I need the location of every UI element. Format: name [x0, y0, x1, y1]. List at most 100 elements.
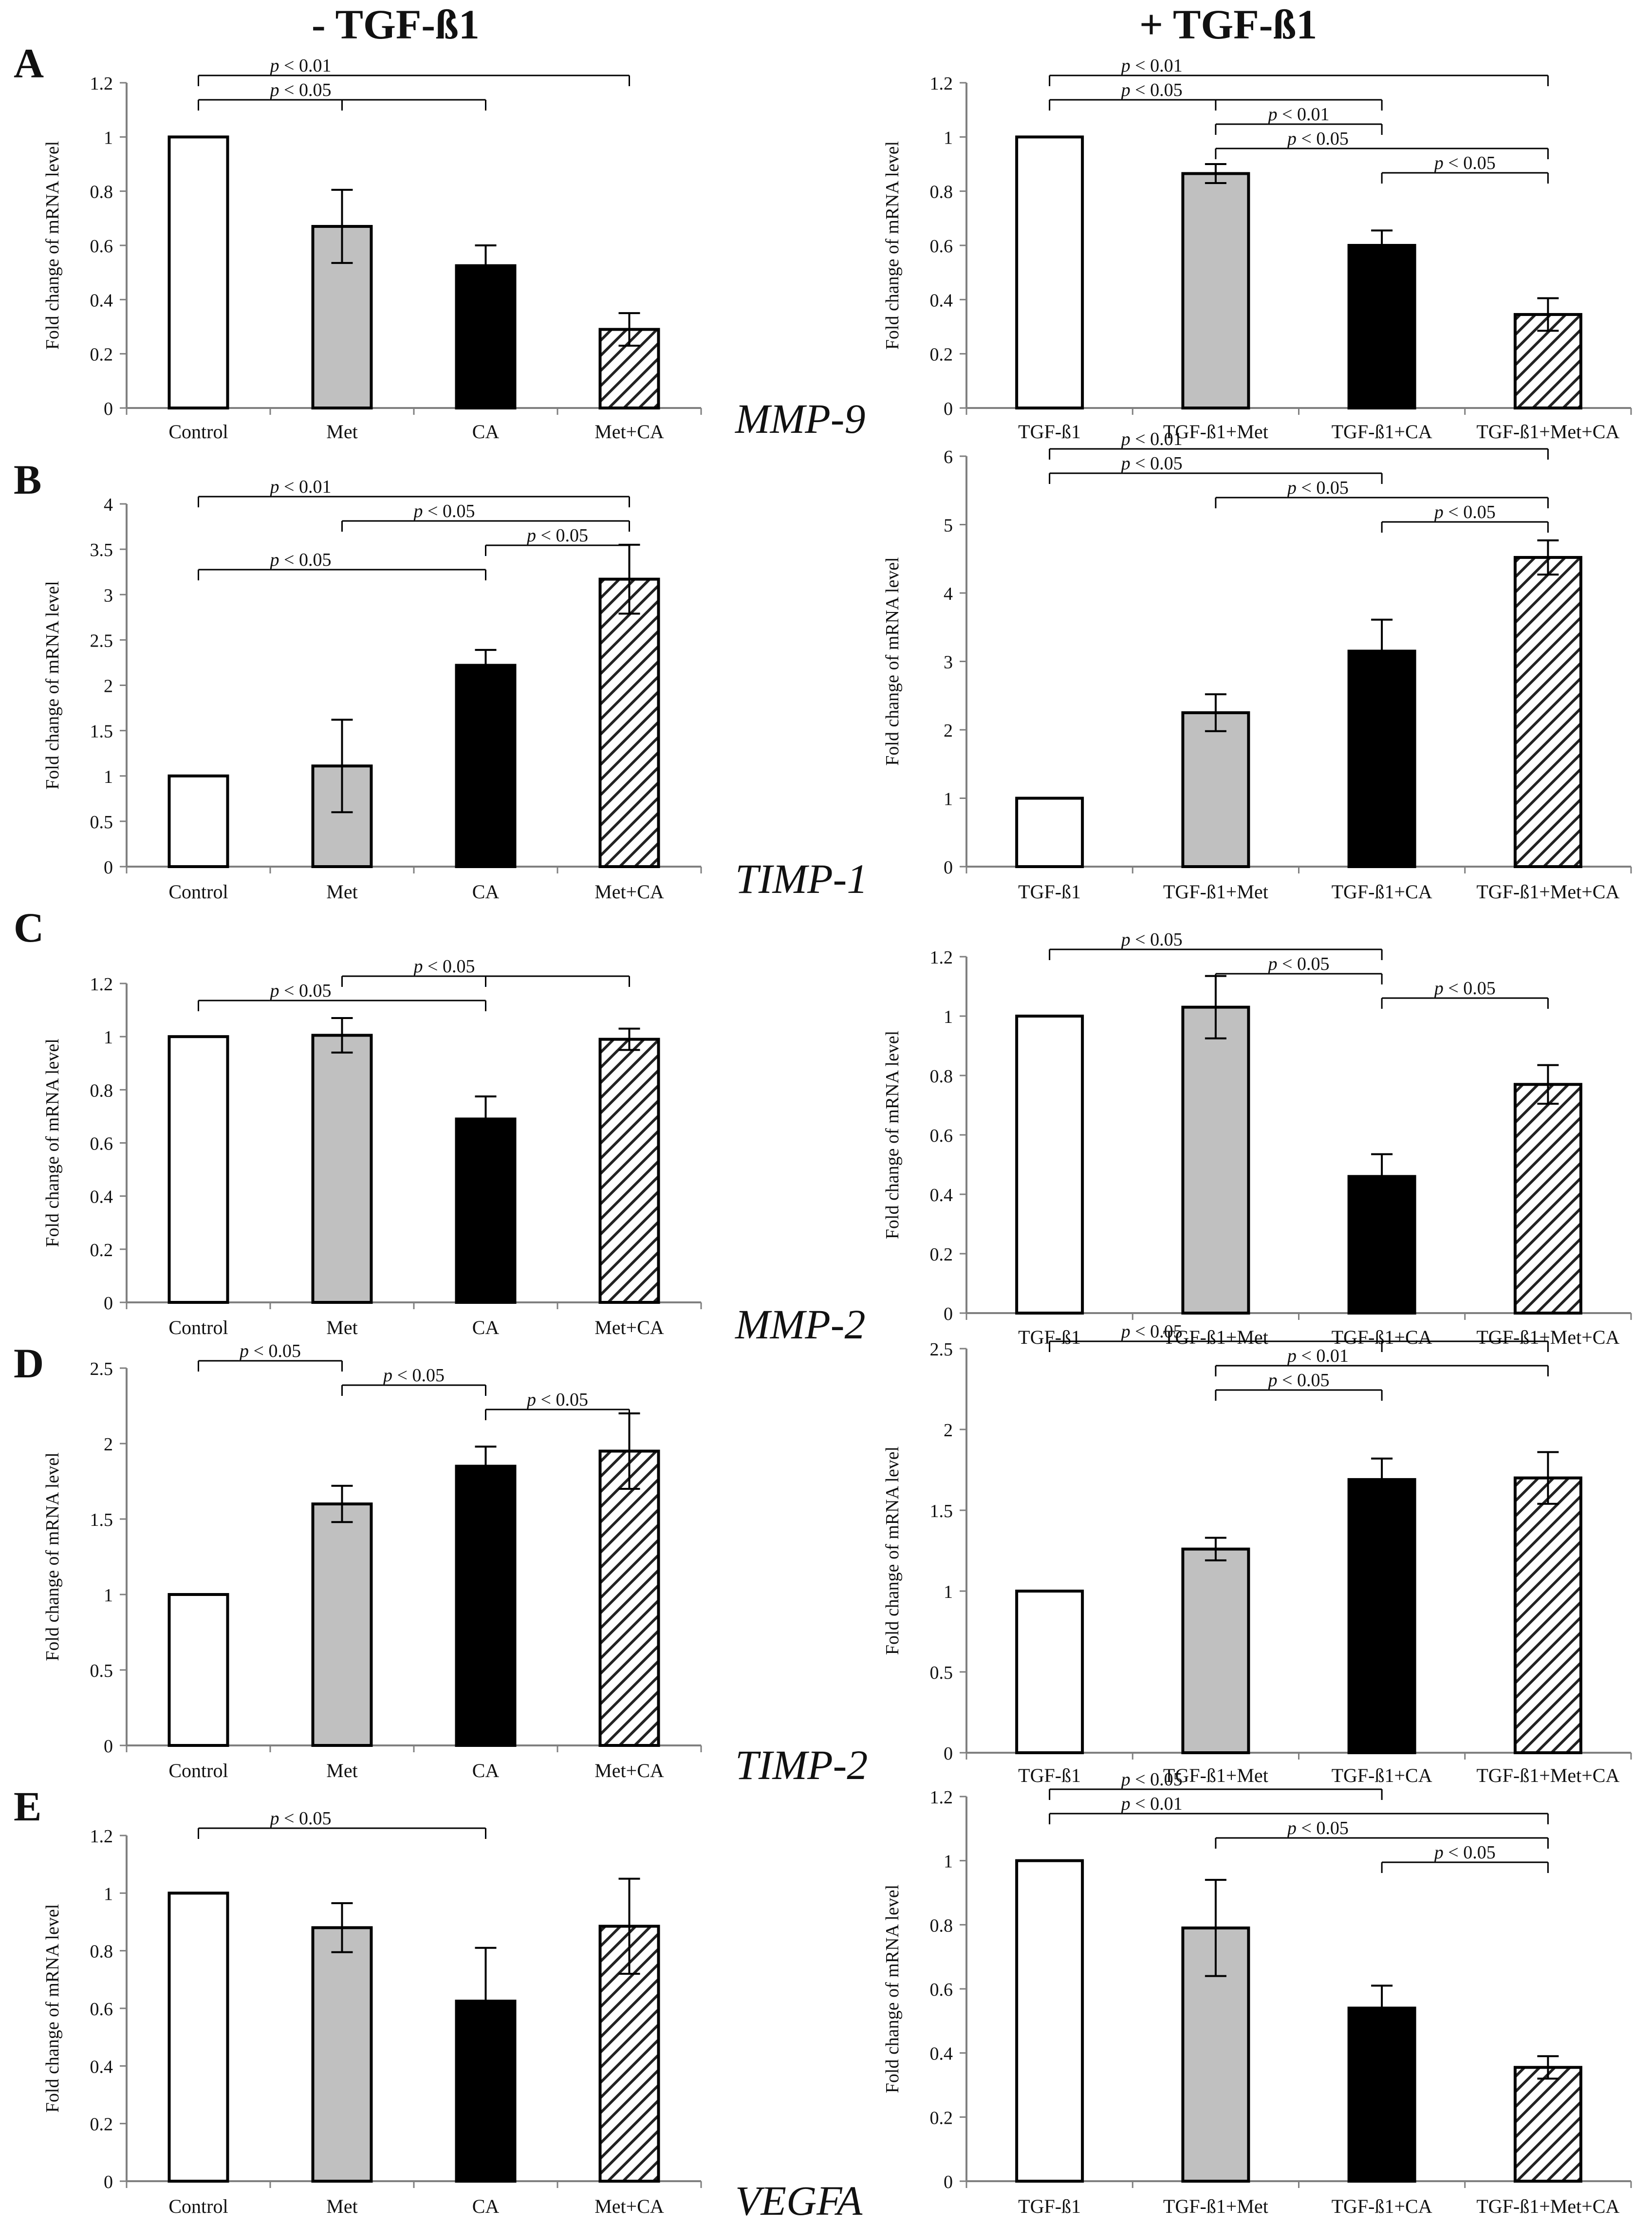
b-right-y-tick-label: 6: [944, 447, 953, 467]
a-left-y-axis-label: Fold change of mRNA level: [42, 141, 63, 350]
a-left-x-tick-label: Met+CA: [594, 421, 664, 443]
e-right-bar-met-ca: [1513, 2066, 1582, 2183]
a-right-y-tick-label: 0.4: [930, 290, 953, 311]
c-left-bar-ca: [455, 1117, 517, 1304]
d-right-bar-ca: [1347, 1478, 1416, 1754]
e-right-y-tick-label: 1.2: [930, 1787, 953, 1808]
a-left-sig-label: p < 0.01: [269, 56, 332, 76]
b-left-sig-label: p < 0.05: [269, 550, 332, 570]
c-left-x-tick-label: CA: [472, 1316, 500, 1338]
a-left-y-tick-label: 0.6: [90, 236, 113, 257]
d-right-sig-label: p < 0.05: [1120, 1321, 1183, 1342]
e-right-y-tick-label: 0.8: [930, 1915, 953, 1936]
e-left-x-tick-label: CA: [472, 2195, 500, 2217]
d-right-y-axis-label: Fold change of mRNA level: [882, 1446, 903, 1655]
d-left-x-tick-label: Met+CA: [594, 1760, 664, 1781]
b-left-y-tick-label: 0: [104, 857, 113, 878]
gene-label-mmp2: MMP-2: [735, 1301, 866, 1348]
c-left-y-tick-label: 0.4: [90, 1187, 113, 1207]
c-left-bar-control: [167, 1035, 229, 1304]
c-right-y-tick-label: 0.4: [930, 1185, 953, 1205]
b-left-x-tick-label: Met+CA: [594, 881, 664, 903]
b-left-y-tick-label: 4: [104, 495, 113, 515]
a-right-x-tick-label: TGF-ß1+Met: [1163, 421, 1268, 443]
a-left-y-tick-label: 0.4: [90, 290, 113, 311]
d-left-bar-met-ca: [598, 1449, 660, 1747]
b-left-sig-label: p < 0.05: [412, 501, 475, 521]
d-left-y-axis-label: Fold change of mRNA level: [42, 1452, 63, 1661]
c-right-bar-met-ca: [1513, 1083, 1582, 1315]
e-left-y-tick-label: 0.8: [90, 1942, 113, 1962]
e-right-sig-label: p < 0.01: [1120, 1794, 1183, 1814]
c-left-y-tick-label: 1.2: [90, 974, 113, 995]
e-left-sig-label: p < 0.05: [269, 1808, 332, 1829]
c-left-y-tick-label: 0: [104, 1293, 113, 1314]
d-right-x-tick-label: TGF-ß1: [1018, 1764, 1081, 1786]
a-right-y-tick-label: 0.6: [930, 236, 953, 257]
d-right-y-tick-label: 1: [944, 1582, 953, 1602]
a-right-sig-label: p < 0.05: [1286, 129, 1349, 149]
e-right-x-tick-label: TGF-ß1: [1018, 2195, 1081, 2217]
b-left-x-tick-label: Control: [168, 881, 228, 903]
b-left-x-tick-label: Met: [326, 881, 357, 903]
b-right-bar-met-ca: [1513, 556, 1582, 868]
b-right-x-tick-label: TGF-ß1: [1018, 881, 1081, 903]
a-right-x-tick-label: TGF-ß1+Met+CA: [1476, 421, 1619, 443]
e-right-y-tick-label: 0.6: [930, 1980, 953, 2000]
b-left-sig-label: p < 0.05: [525, 525, 588, 546]
b-right-sig-label: p < 0.01: [1120, 429, 1183, 449]
b-left-y-axis-label: Fold change of mRNA level: [42, 581, 63, 789]
a-right-x-tick-label: TGF-ß1: [1018, 421, 1081, 443]
d-right-bar-met-ca: [1513, 1476, 1582, 1755]
e-right-x-tick-label: TGF-ß1+Met+CA: [1476, 2195, 1619, 2217]
panel-letter-e: E: [14, 1783, 42, 1830]
a-left-bar-control: [167, 135, 229, 410]
gene-label-mmp9: MMP-9: [735, 395, 866, 442]
e-left-x-tick-label: Control: [168, 2195, 228, 2217]
a-left-y-tick-label: 0: [104, 399, 113, 419]
d-right-sig-label: p < 0.01: [1286, 1346, 1349, 1366]
e-right-sig-label: p < 0.05: [1120, 1769, 1183, 1790]
d-left-y-tick-label: 0: [104, 1736, 113, 1757]
a-right-y-tick-label: 1: [944, 128, 953, 148]
d-left-bar-control: [167, 1593, 229, 1747]
c-left-sig-label: p < 0.05: [412, 956, 475, 977]
a-right-y-tick-label: 1.2: [930, 74, 953, 94]
e-left-bar-control: [167, 1891, 229, 2183]
b-right-y-axis-label: Fold change of mRNA level: [882, 557, 903, 765]
panel-letter-c: C: [14, 904, 44, 951]
d-left-sig-label: p < 0.05: [238, 1341, 301, 1361]
a-right-y-tick-label: 0: [944, 399, 953, 419]
b-right-y-tick-label: 4: [944, 584, 953, 604]
b-left-y-tick-label: 2.5: [90, 630, 113, 651]
d-right-y-tick-label: 2.5: [930, 1339, 953, 1360]
c-right-sig-label: p < 0.05: [1267, 954, 1330, 974]
d-left-sig-label: p < 0.05: [525, 1390, 588, 1410]
d-left-bar-ca: [455, 1465, 517, 1747]
b-right-bar-control: [1015, 797, 1084, 868]
b-left-sig-label: p < 0.01: [269, 477, 332, 497]
b-left-bar-control: [167, 774, 229, 868]
b-left-y-tick-label: 3: [104, 585, 113, 606]
b-right-bar-met: [1181, 711, 1250, 868]
gene-label-timp2: TIMP-2: [735, 1742, 868, 1788]
b-left-y-tick-label: 1: [104, 767, 113, 787]
d-left-x-tick-label: CA: [472, 1760, 500, 1781]
d-left-y-tick-label: 1: [104, 1585, 113, 1606]
c-right-sig-label: p < 0.05: [1120, 929, 1183, 950]
c-left-y-tick-label: 1: [104, 1027, 113, 1048]
a-right-y-tick-label: 0.8: [930, 182, 953, 203]
c-left-y-tick-label: 0.6: [90, 1134, 113, 1154]
a-right-bar-ca: [1347, 244, 1416, 409]
c-right-bar-met: [1181, 1005, 1250, 1315]
b-right-y-tick-label: 1: [944, 789, 953, 810]
d-left-bar-met: [311, 1502, 373, 1747]
a-left-bar-ca: [455, 264, 517, 409]
d-right-y-tick-label: 1.5: [930, 1501, 953, 1521]
right-column-header: + TGF-ß1: [1139, 1, 1318, 48]
c-right-x-tick-label: TGF-ß1+Met: [1163, 1326, 1268, 1348]
c-left-sig-label: p < 0.05: [269, 981, 332, 1001]
e-right-sig-label: p < 0.05: [1286, 1818, 1349, 1838]
b-left-y-tick-label: 0.5: [90, 812, 113, 833]
d-left-y-tick-label: 2: [104, 1434, 113, 1455]
